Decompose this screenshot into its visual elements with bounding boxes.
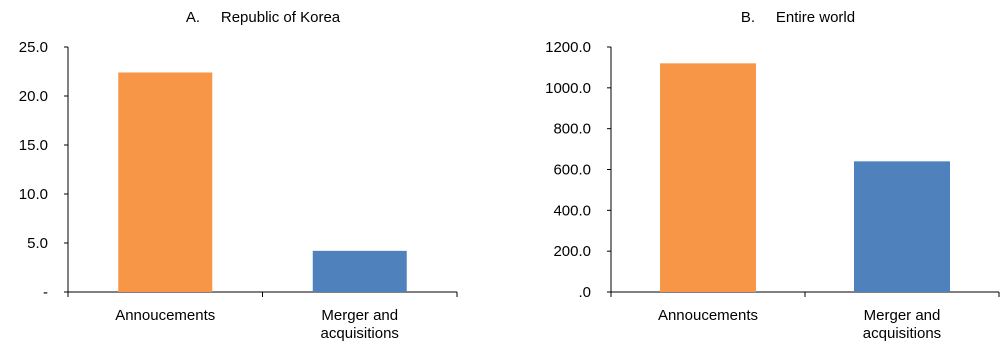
y-tick-label: 5.0 bbox=[27, 235, 48, 252]
y-tick-label: 200.0 bbox=[553, 243, 591, 260]
bar-announcements bbox=[660, 63, 756, 293]
y-tick-label: 1200.0 bbox=[545, 39, 591, 56]
chart-world: B. Entire world .0 200.0 400.0 600.0 800.0 10… bbox=[545, 9, 1000, 342]
x-tick-label: Merger and acquisitions bbox=[321, 307, 399, 342]
y-tick-label: 10.0 bbox=[19, 186, 48, 203]
bar-merger-acquisitions bbox=[854, 161, 950, 292]
y-tick-label: 400.0 bbox=[553, 202, 591, 219]
chart-panel-korea: A. Republic of Korea - 5.0 10.0 15.0 20.0 25.… bbox=[0, 0, 500, 349]
bar-merger-acquisitions bbox=[312, 250, 407, 292]
y-tick-label: 25.0 bbox=[19, 39, 48, 56]
y-tick-label: 20.0 bbox=[19, 88, 48, 105]
y-tick-label: 15.0 bbox=[19, 137, 48, 154]
x-tick-label: Annoucements bbox=[658, 307, 758, 324]
chart-korea: A. Republic of Korea - 5.0 10.0 15.0 20.0 25.… bbox=[19, 9, 458, 342]
y-tick-label: 800.0 bbox=[553, 121, 591, 138]
bar-announcements bbox=[118, 72, 213, 292]
y-tick-label: 600.0 bbox=[553, 162, 591, 179]
y-tick-label: 1000.0 bbox=[545, 80, 591, 97]
chart-title: A. Republic of Korea bbox=[186, 9, 341, 26]
x-tick-label: Annoucements bbox=[115, 307, 215, 324]
chart-panel-world: B. Entire world .0 200.0 400.0 600.0 800.0 10… bbox=[500, 0, 1001, 349]
chart-title: B. Entire world bbox=[741, 9, 855, 26]
x-tick-label: Merger and acquisitions bbox=[863, 307, 941, 342]
y-tick-label: .0 bbox=[578, 284, 591, 301]
y-tick-label: - bbox=[43, 284, 48, 301]
